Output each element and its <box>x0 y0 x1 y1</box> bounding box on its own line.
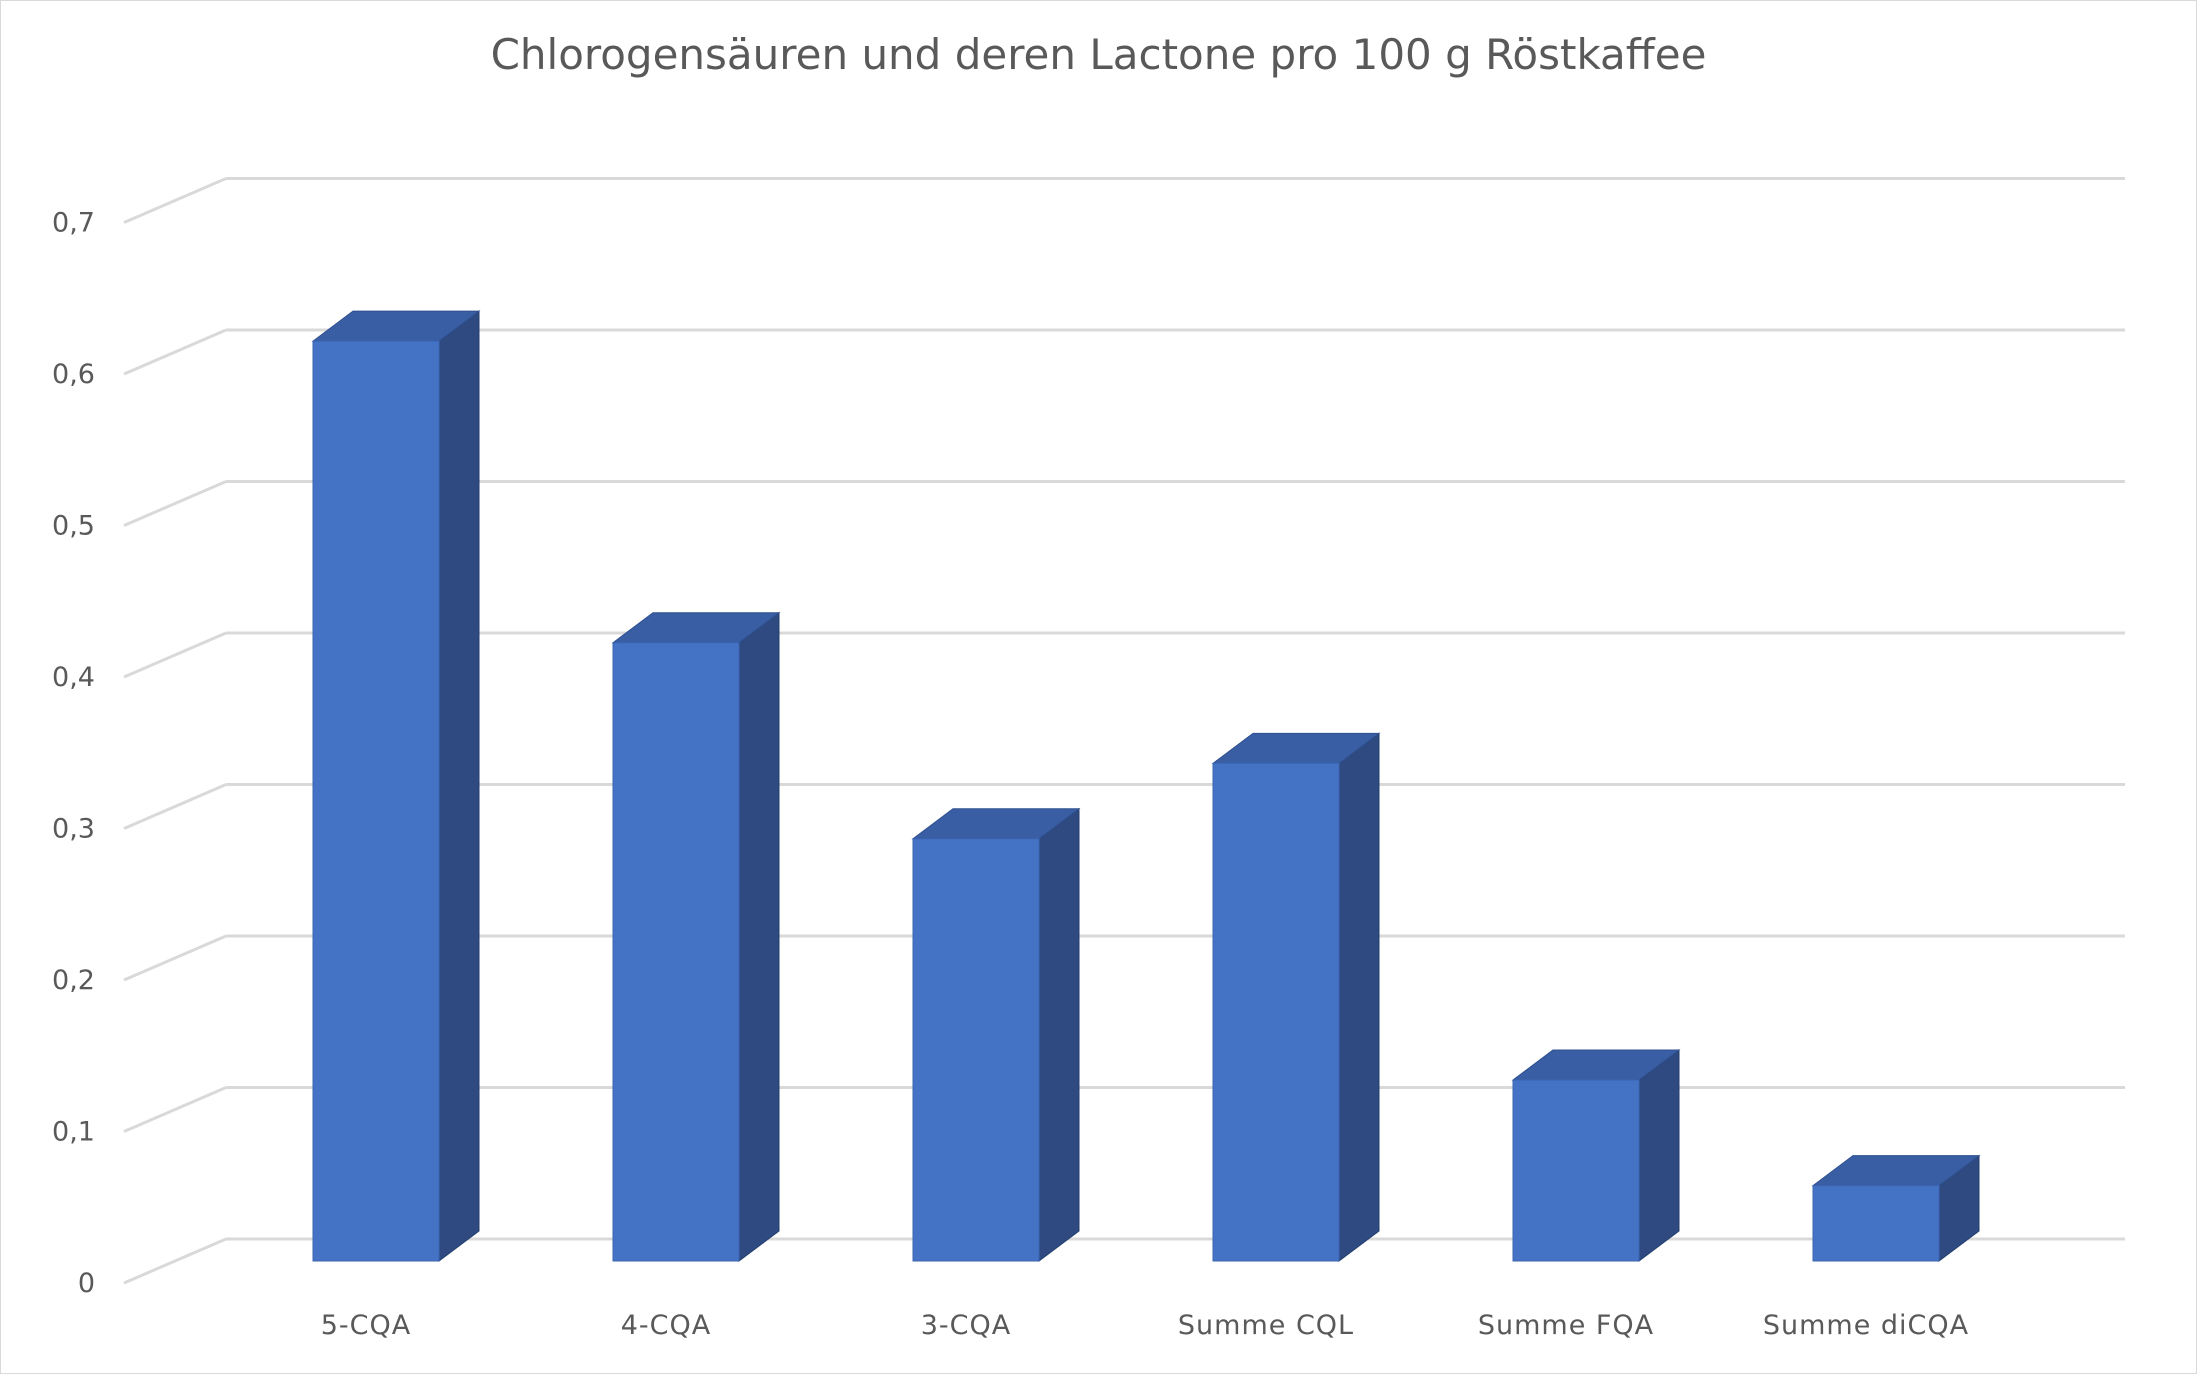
gridline-depth <box>123 1086 227 1133</box>
y-tick-label: 0,6 <box>52 359 95 390</box>
bar-side <box>738 611 780 1262</box>
y-tick-label: 0 <box>78 1268 95 1299</box>
gridline-depth <box>123 177 227 224</box>
bar <box>1512 1079 1640 1262</box>
bar-side <box>1338 732 1380 1262</box>
x-tick-label: 3-CQA <box>921 1310 1012 1341</box>
bar-side <box>438 310 480 1262</box>
bar <box>312 340 440 1262</box>
gridline-depth <box>123 328 227 376</box>
x-tick-label: Summe CQL <box>1178 1310 1354 1341</box>
chart-title: Chlorogensäuren und deren Lactone pro 10… <box>490 30 1707 79</box>
y-tick-label: 0,7 <box>52 208 95 239</box>
gridline-depth <box>123 480 227 527</box>
bar <box>912 838 1040 1262</box>
y-tick-label: 0,4 <box>52 662 95 693</box>
x-tick-label: 5-CQA <box>321 1310 412 1341</box>
bar <box>612 642 740 1262</box>
gridline-depth <box>123 1237 227 1285</box>
bar <box>1812 1185 1940 1262</box>
y-tick-label: 0,1 <box>52 1117 95 1148</box>
gridline-depth <box>123 631 227 679</box>
x-tick-label: Summe diCQA <box>1763 1310 1969 1341</box>
bar <box>1212 762 1340 1262</box>
x-tick-label: 4-CQA <box>621 1310 712 1341</box>
x-tick-label: Summe FQA <box>1478 1310 1654 1341</box>
y-tick-label: 0,3 <box>52 814 95 845</box>
bar-side <box>1038 807 1080 1262</box>
gridline-depth <box>123 783 227 830</box>
gridline-depth <box>123 934 227 982</box>
y-tick-label: 0,2 <box>52 965 95 996</box>
bar-side <box>1638 1049 1680 1262</box>
y-tick-label: 0,5 <box>52 511 95 542</box>
